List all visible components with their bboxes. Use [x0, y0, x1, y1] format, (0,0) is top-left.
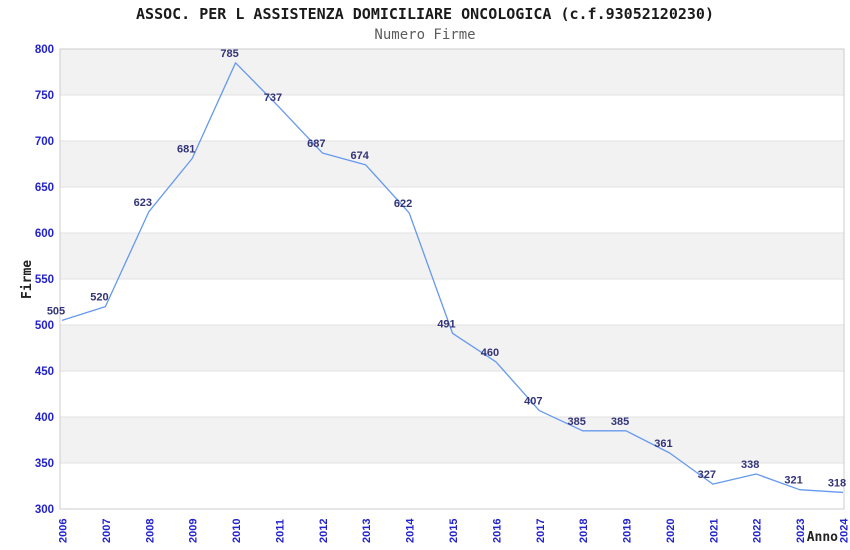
data-point-label: 361	[654, 438, 672, 450]
data-point-label: 318	[828, 477, 846, 489]
y-tick-label: 800	[35, 44, 54, 56]
x-tick-label: 2011	[274, 519, 286, 543]
x-tick-label: 2006	[58, 519, 70, 543]
data-point-label: 385	[611, 416, 629, 428]
x-tick-label: 2017	[535, 519, 547, 543]
data-point-label: 785	[220, 48, 238, 60]
data-point-label: 327	[698, 469, 716, 481]
x-tick-label: 2012	[318, 519, 330, 543]
background-band	[60, 417, 844, 463]
data-point-label: 460	[481, 347, 499, 359]
x-tick-label: 2010	[231, 519, 243, 543]
data-point-label: 623	[134, 197, 152, 209]
chart-subtitle: Numero Firme	[374, 27, 476, 43]
background-band	[60, 141, 844, 187]
y-tick-label: 550	[35, 274, 54, 286]
x-tick-label: 2008	[144, 519, 156, 543]
data-series-line	[61, 62, 844, 494]
x-tick-label: 2016	[491, 519, 503, 543]
data-point-label: 385	[567, 416, 585, 428]
x-axis-title: Anno	[807, 530, 838, 545]
x-tick-label: 2022	[752, 519, 764, 543]
y-tick-label: 500	[35, 320, 54, 332]
y-tick-label: 350	[35, 458, 54, 470]
x-tick-label: 2023	[795, 519, 807, 543]
data-point-label: 407	[524, 396, 542, 408]
data-point-label: 338	[741, 459, 759, 471]
data-point-label: 674	[351, 150, 370, 162]
plot-border	[59, 48, 845, 510]
data-point-label: 737	[264, 92, 282, 104]
plot-background-bands	[60, 49, 844, 463]
x-tick-label: 2014	[405, 518, 417, 543]
data-point-label: 520	[90, 292, 108, 304]
data-point-label: 681	[177, 143, 195, 155]
x-tick-label: 2021	[708, 519, 720, 543]
x-tick-label: 2015	[448, 519, 460, 543]
x-tick-label: 2020	[665, 519, 677, 543]
x-axis-tick-labels: 2006 2007 2008 2009 2010 2011 2012 2013 2014 2015…	[58, 518, 850, 543]
data-point-label: 491	[437, 318, 455, 330]
x-tick-label: 2013	[361, 519, 373, 543]
y-tick-label: 650	[35, 182, 54, 194]
plot-border-rect	[59, 48, 845, 510]
y-tick-label: 450	[35, 366, 54, 378]
data-point-label: 321	[784, 475, 802, 487]
background-band	[60, 233, 844, 279]
y-axis-tick-labels: 300 350 400 450 500 550 600 650 700 750 800	[35, 44, 54, 516]
y-axis-title: Firme	[20, 260, 35, 299]
y-tick-label: 600	[35, 228, 54, 240]
x-tick-label: 2024	[839, 518, 850, 543]
series-polyline	[61, 62, 844, 494]
background-band	[60, 49, 844, 95]
data-point-label: 687	[307, 138, 325, 150]
x-tick-label: 2009	[188, 519, 200, 543]
data-point-label: 505	[47, 305, 65, 317]
data-point-label: 622	[394, 198, 412, 210]
x-tick-label: 2018	[578, 519, 590, 543]
y-tick-label: 750	[35, 90, 54, 102]
data-point-labels: 505 520 623 681 785 737 687 674 622 491 460 407 385 3…	[47, 48, 846, 490]
y-tick-label: 400	[35, 412, 54, 424]
y-tick-label: 700	[35, 136, 54, 148]
x-tick-label: 2019	[622, 519, 634, 543]
x-tick-label: 2007	[101, 519, 113, 543]
chart-title: ASSOC. PER L ASSISTENZA DOMICILIARE ONCO…	[136, 5, 714, 23]
y-tick-label: 300	[35, 504, 54, 516]
